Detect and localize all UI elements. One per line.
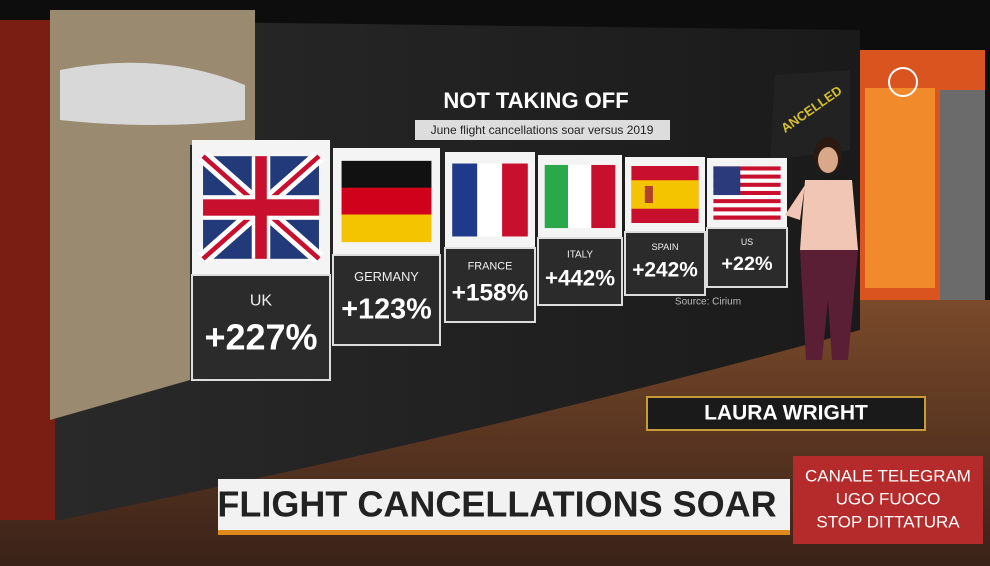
card-value-panel xyxy=(537,237,623,306)
cards: UK +227% GERMANY +123% FRANCE +158% ITALY +442%… xyxy=(191,140,788,381)
card-value-panel xyxy=(332,254,441,346)
flag-part xyxy=(591,164,616,229)
change-value: +123% xyxy=(341,293,431,325)
flag-part xyxy=(631,180,699,209)
headline: FLIGHT CANCELLATIONS SOAR xyxy=(217,484,776,525)
flag-part xyxy=(452,163,478,237)
flag-part xyxy=(713,207,781,212)
flag-part xyxy=(713,166,781,171)
change-value: +242% xyxy=(632,259,698,282)
overlay-box xyxy=(793,456,983,544)
flag-part xyxy=(713,195,781,200)
presenter-name: LAURA WRIGHT xyxy=(704,402,868,425)
flag-part xyxy=(713,211,781,216)
mic-icon xyxy=(888,67,918,97)
country-label: ITALY xyxy=(567,249,593,260)
flag-part xyxy=(713,186,781,192)
country-label: SPAIN xyxy=(651,242,678,252)
headline-rule xyxy=(218,530,790,535)
change-value: +227% xyxy=(204,317,317,358)
screen-title: NOT TAKING OFF xyxy=(443,88,628,113)
country-label: GERMANY xyxy=(354,269,419,284)
flag-part xyxy=(203,199,319,216)
flag-part xyxy=(477,163,503,237)
wall-frame xyxy=(0,20,55,520)
flag-part xyxy=(502,163,528,237)
card-value-panel xyxy=(444,247,536,323)
change-value: +158% xyxy=(452,279,529,306)
flag-part xyxy=(341,214,432,243)
change-value: +442% xyxy=(545,265,615,290)
source-note: Source: Cirium xyxy=(675,297,741,308)
flag-part xyxy=(713,190,781,196)
flag-part xyxy=(713,203,781,208)
airplane xyxy=(60,62,245,125)
card-value-panel xyxy=(706,227,788,288)
screen-subtitle: June flight cancellations soar versus 20… xyxy=(431,123,654,137)
presenter-box xyxy=(646,396,926,431)
presenter-figure xyxy=(785,137,858,360)
flag-part xyxy=(544,164,569,229)
flag-part xyxy=(713,178,781,183)
overlay-line: UGO FUOCO xyxy=(836,489,941,508)
studio-window xyxy=(940,90,985,300)
flag-part xyxy=(713,182,781,187)
country-label: US xyxy=(741,237,753,247)
card-value-panel xyxy=(624,231,706,296)
flag-part xyxy=(341,187,432,216)
headline-box xyxy=(218,479,790,534)
flag-part xyxy=(713,166,741,196)
change-value: +22% xyxy=(721,253,773,275)
flag-part xyxy=(713,199,781,204)
subtitle-box xyxy=(415,120,670,140)
overlay-line: STOP DITTATURA xyxy=(816,512,960,531)
country-label: UK xyxy=(250,292,273,309)
flag-part xyxy=(713,174,781,179)
flag-part xyxy=(644,185,653,204)
flag-part xyxy=(713,215,781,220)
flag-part xyxy=(568,164,592,229)
flag-part xyxy=(341,160,432,189)
overlay-line: CANALE TELEGRAM xyxy=(805,466,971,485)
country-label: FRANCE xyxy=(468,260,513,272)
flag-part xyxy=(713,170,781,175)
card-value-panel xyxy=(191,274,331,381)
studio-panel xyxy=(865,88,935,288)
